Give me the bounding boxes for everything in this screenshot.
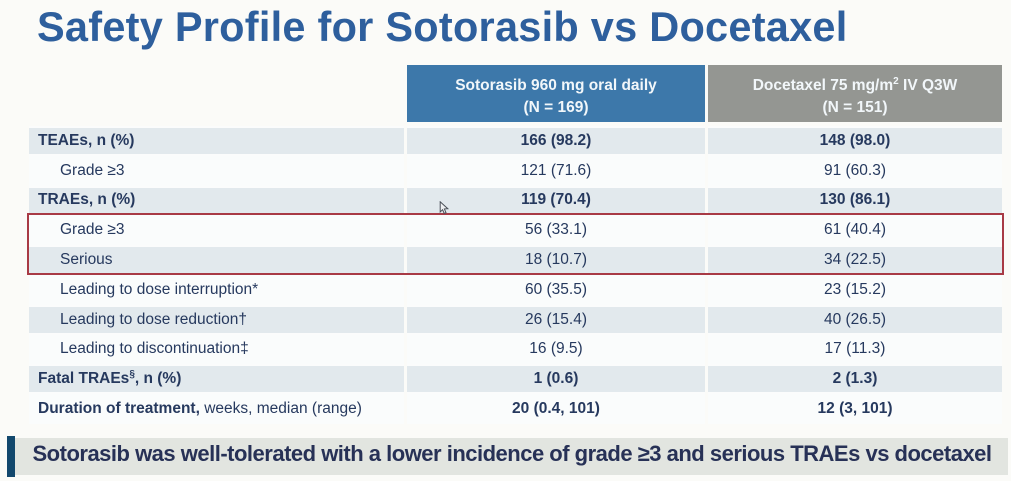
docetaxel-value: 130 (86.1) bbox=[708, 185, 1002, 216]
row-label: Grade ≥3 bbox=[29, 215, 404, 246]
docetaxel-value: 17 (11.3) bbox=[708, 334, 1002, 365]
row-label: TRAEs, n (%) bbox=[29, 185, 404, 216]
conclusion-text: Sotorasib was well-tolerated with a lowe… bbox=[32, 441, 993, 466]
docetaxel-value: 91 (60.3) bbox=[708, 155, 1002, 186]
table-row: TRAEs, n (%) 119 (70.4) 130 (86.1) bbox=[29, 185, 1002, 216]
row-label-text: Leading to dose reduction† bbox=[60, 311, 247, 329]
row-label: Fatal TRAEs§, n (%) bbox=[29, 364, 404, 395]
page-title: Safety Profile for Sotorasib vs Docetaxe… bbox=[37, 3, 848, 50]
mouse-cursor-icon bbox=[439, 201, 450, 215]
table-row: Serious 18 (10.7) 34 (22.5) bbox=[29, 245, 1002, 275]
conclusion-banner: Sotorasib was well-tolerated with a lowe… bbox=[15, 438, 1008, 475]
column-header-line2: (N = 169) bbox=[523, 98, 589, 116]
docetaxel-value: 12 (3, 101) bbox=[708, 394, 1002, 424]
banner-accent-bar bbox=[7, 436, 15, 477]
text-part: IV Q3W bbox=[898, 76, 958, 94]
text-part: Serious bbox=[60, 251, 113, 269]
sotorasib-value: 26 (15.4) bbox=[407, 304, 705, 335]
table-row: Duration of treatment, weeks, median (ra… bbox=[29, 394, 1002, 424]
row-label-text: Serious bbox=[60, 251, 113, 269]
text-part: Grade ≥3 bbox=[60, 221, 125, 239]
sotorasib-value: 18 (10.7) bbox=[407, 245, 705, 275]
table-row: TEAEs, n (%) 166 (98.2) 148 (98.0) bbox=[29, 126, 1002, 156]
column-header-sotorasib: Sotorasib 960 mg oral daily (N = 169) bbox=[407, 65, 705, 122]
row-label-text: TEAEs, n (%) bbox=[38, 132, 134, 150]
row-label: TEAEs, n (%) bbox=[29, 126, 404, 156]
superscript-text-part: 2 bbox=[893, 75, 899, 87]
text-part: Leading to discontinuation‡ bbox=[60, 340, 249, 358]
row-label: Duration of treatment, weeks, median (ra… bbox=[29, 394, 404, 424]
table-row: Grade ≥3 121 (71.6) 91 (60.3) bbox=[29, 155, 1002, 186]
text-part: weeks, median (range) bbox=[199, 400, 362, 418]
text-part: TRAEs, n (%) bbox=[38, 191, 136, 209]
text-part: Sotorasib 960 mg oral daily bbox=[455, 76, 657, 94]
sotorasib-value: 1 (0.6) bbox=[407, 364, 705, 395]
column-header-line1: Sotorasib 960 mg oral daily bbox=[455, 75, 657, 97]
sotorasib-value: 119 (70.4) bbox=[407, 185, 705, 216]
safety-table: TEAEs, n (%) 166 (98.2) 148 (98.0) Grade ≥3… bbox=[29, 126, 1002, 424]
row-label: Leading to dose reduction† bbox=[29, 304, 404, 335]
docetaxel-value: 34 (22.5) bbox=[708, 245, 1002, 275]
column-header-line1: Docetaxel 75 mg/m2 IV Q3W bbox=[753, 75, 958, 97]
table-row: Leading to dose interruption* 60 (35.5) 23… bbox=[29, 274, 1002, 305]
row-label: Grade ≥3 bbox=[29, 155, 404, 186]
row-label: Serious bbox=[29, 245, 404, 275]
sotorasib-value: 20 (0.4, 101) bbox=[407, 394, 705, 424]
text-part: , n (%) bbox=[134, 370, 182, 388]
table-row: Leading to discontinuation‡ 16 (9.5) 17 (1… bbox=[29, 334, 1002, 365]
docetaxel-value: 61 (40.4) bbox=[708, 215, 1002, 246]
text-part: Leading to dose interruption* bbox=[60, 280, 259, 298]
row-label-text: Fatal TRAEs§, n (%) bbox=[38, 370, 181, 388]
table-row: Leading to dose reduction† 26 (15.4) 40 (2… bbox=[29, 304, 1002, 335]
text-part: TEAEs, n (%) bbox=[38, 131, 135, 149]
row-label-text: TRAEs, n (%) bbox=[38, 191, 135, 209]
docetaxel-value: 40 (26.5) bbox=[708, 304, 1002, 335]
sotorasib-value: 166 (98.2) bbox=[407, 126, 705, 156]
text-part: Leading to dose reduction† bbox=[60, 310, 248, 328]
text-part: Duration of treatment, bbox=[38, 400, 200, 418]
row-label-text: Leading to discontinuation‡ bbox=[60, 340, 249, 358]
column-header-docetaxel: Docetaxel 75 mg/m2 IV Q3W (N = 151) bbox=[708, 65, 1002, 122]
table-row: Fatal TRAEs§, n (%) 1 (0.6) 2 (1.3) bbox=[29, 364, 1002, 395]
row-label: Leading to dose interruption* bbox=[29, 274, 404, 305]
sotorasib-value: 60 (35.5) bbox=[407, 274, 705, 305]
table-row: Grade ≥3 56 (33.1) 61 (40.4) bbox=[29, 215, 1002, 246]
column-header-line2: (N = 151) bbox=[822, 98, 888, 116]
row-label-text: Duration of treatment, weeks, median (ra… bbox=[38, 400, 362, 418]
superscript-text-part: § bbox=[129, 369, 135, 381]
text-part: Docetaxel 75 mg/m bbox=[752, 76, 894, 94]
row-label-text: Leading to dose interruption* bbox=[60, 281, 258, 299]
docetaxel-value: 148 (98.0) bbox=[708, 126, 1002, 156]
row-label: Leading to discontinuation‡ bbox=[29, 334, 404, 365]
docetaxel-value: 23 (15.2) bbox=[708, 274, 1002, 305]
text-part: Fatal TRAEs bbox=[38, 370, 130, 388]
row-label-text: Grade ≥3 bbox=[60, 221, 125, 239]
text-part: Grade ≥3 bbox=[60, 161, 125, 179]
sotorasib-value: 16 (9.5) bbox=[407, 334, 705, 365]
row-label-text: Grade ≥3 bbox=[60, 162, 125, 180]
sotorasib-value: 121 (71.6) bbox=[407, 155, 705, 186]
docetaxel-value: 2 (1.3) bbox=[708, 364, 1002, 395]
sotorasib-value: 56 (33.1) bbox=[407, 215, 705, 246]
